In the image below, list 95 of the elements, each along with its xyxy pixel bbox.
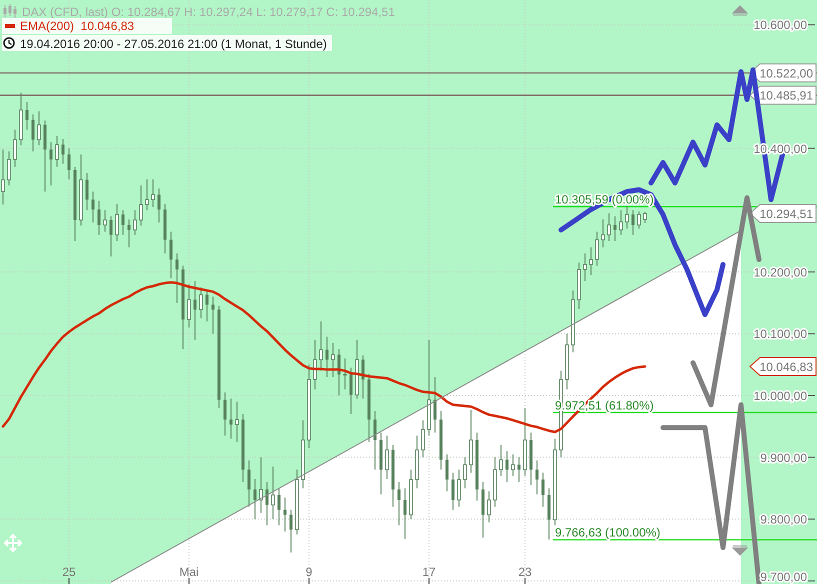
x-tick-label: 23 bbox=[518, 565, 532, 579]
candlestick bbox=[32, 114, 34, 152]
candlestick bbox=[26, 101, 28, 130]
annotation: 10.294,51 bbox=[760, 207, 814, 222]
candlestick bbox=[452, 472, 454, 510]
candlestick bbox=[194, 280, 196, 340]
candlestick bbox=[278, 488, 280, 526]
candlestick bbox=[607, 212, 611, 242]
text: DAX (CFD, last) O: 10.284,67 H: 10.297,24 L: 10.279,17 C: 10.294,51 bbox=[22, 5, 396, 19]
candlestick bbox=[235, 401, 239, 442]
candlestick bbox=[128, 218, 130, 248]
candlestick bbox=[463, 456, 467, 489]
candlestick bbox=[68, 148, 70, 180]
candlestick bbox=[151, 178, 155, 208]
candlestick bbox=[643, 211, 647, 224]
x-tick-label: Mai bbox=[179, 565, 199, 579]
candlestick bbox=[506, 450, 508, 483]
y-tick-label: 10.200,00 bbox=[754, 265, 808, 280]
candlestick bbox=[637, 210, 641, 230]
candlestick bbox=[446, 454, 448, 492]
y-tick-label: 9.900,00 bbox=[760, 450, 808, 465]
candlestick bbox=[110, 216, 112, 257]
candlestick bbox=[176, 252, 178, 304]
candlestick bbox=[404, 488, 406, 540]
candlestick bbox=[374, 410, 376, 470]
candlestick bbox=[133, 210, 137, 236]
candlestick bbox=[542, 472, 544, 508]
candlestick bbox=[511, 454, 515, 476]
candlestick bbox=[266, 482, 268, 526]
candlestick bbox=[457, 469, 461, 508]
candlestick bbox=[103, 210, 107, 232]
candlestick bbox=[385, 435, 389, 480]
candlestick bbox=[632, 210, 634, 236]
y-tick-label: 10.600,00 bbox=[754, 18, 808, 32]
candlestick bbox=[212, 296, 214, 334]
candlestick bbox=[1, 149, 5, 206]
candlestick bbox=[206, 290, 208, 322]
candlestick bbox=[313, 339, 317, 390]
candlestick bbox=[536, 460, 538, 495]
candlestick bbox=[248, 460, 250, 508]
legend-label: EMA(200) 10.046,83 bbox=[20, 19, 134, 33]
candlestick bbox=[589, 246, 593, 276]
candlestick bbox=[518, 456, 520, 483]
y-tick-label: 9.800,00 bbox=[760, 512, 808, 527]
candlestick bbox=[583, 252, 587, 282]
candlestick bbox=[187, 284, 191, 328]
y-tick-label: 9.700,00 bbox=[760, 570, 808, 584]
candlestick bbox=[13, 129, 17, 168]
candlestick bbox=[350, 367, 352, 415]
candlestick bbox=[37, 110, 41, 146]
annotation: 10.522,00 bbox=[760, 66, 814, 80]
text: 19.04.2016 20:00 - 27.05.2016 21:00 (1 Monat, 1 Stunde) bbox=[20, 37, 327, 51]
x-tick-label: 25 bbox=[62, 565, 76, 579]
candlestick bbox=[62, 138, 64, 164]
candlestick bbox=[50, 142, 52, 186]
candlestick bbox=[499, 444, 503, 476]
candlestick bbox=[230, 398, 232, 440]
candlestick bbox=[55, 135, 59, 168]
candlestick bbox=[92, 191, 94, 223]
x-tick-label: 17 bbox=[422, 565, 436, 579]
candlestick bbox=[284, 496, 286, 532]
ref-line-label: 9.766,63 (100.00%) bbox=[555, 526, 660, 540]
candlestick bbox=[625, 206, 629, 230]
candlestick bbox=[331, 342, 335, 378]
candlestick bbox=[259, 456, 263, 514]
candlestick bbox=[601, 218, 605, 248]
x-tick-label: 9 bbox=[306, 565, 313, 579]
candlestick bbox=[398, 482, 400, 526]
candlestick bbox=[115, 203, 119, 242]
candlestick bbox=[343, 358, 347, 390]
candlestick bbox=[86, 172, 88, 211]
candlestick bbox=[434, 376, 436, 434]
candlestick bbox=[7, 150, 11, 186]
annotation: 10.046,83 bbox=[760, 360, 814, 374]
y-tick-label: 10.100,00 bbox=[754, 327, 808, 342]
candlestick bbox=[421, 420, 425, 458]
y-tick-label: 10.000,00 bbox=[754, 389, 808, 404]
candlestick bbox=[122, 210, 124, 236]
candlestick bbox=[139, 184, 143, 226]
candlestick bbox=[319, 320, 323, 372]
candlestick bbox=[254, 478, 256, 520]
candlestick bbox=[619, 210, 623, 236]
candlestick bbox=[290, 509, 292, 553]
candlestick bbox=[271, 466, 275, 520]
candlestick bbox=[199, 286, 203, 319]
candlestick bbox=[487, 490, 491, 523]
candlestick bbox=[326, 336, 328, 378]
candlestick bbox=[158, 188, 160, 223]
candlestick bbox=[224, 392, 226, 436]
candlestick bbox=[98, 200, 100, 236]
candlestick bbox=[595, 231, 599, 266]
candlestick bbox=[614, 216, 616, 242]
annotation: 10.485,91 bbox=[760, 88, 814, 103]
candlestick bbox=[170, 231, 172, 279]
candlestick bbox=[145, 178, 149, 211]
